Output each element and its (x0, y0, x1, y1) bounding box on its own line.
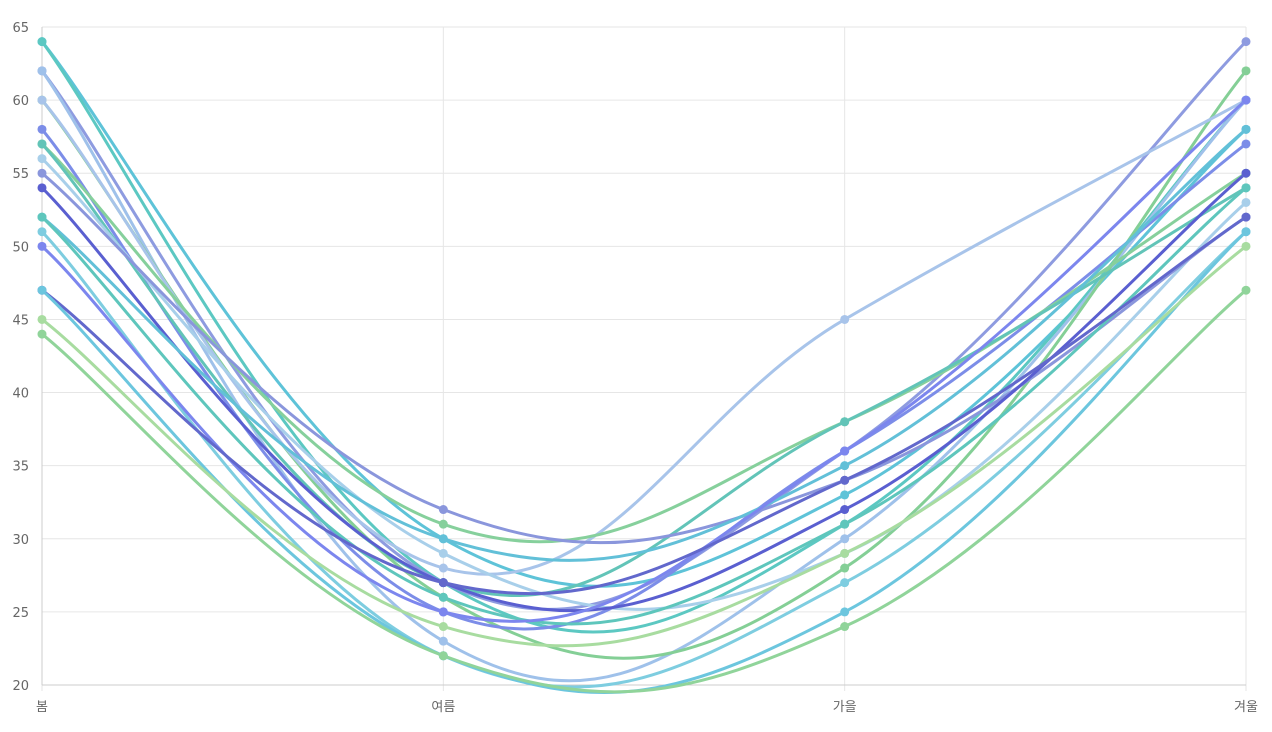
data-point[interactable] (438, 563, 448, 573)
series-line (40, 142, 1248, 597)
data-point[interactable] (840, 314, 850, 324)
data-point[interactable] (840, 490, 850, 500)
y-tick-label: 50 (12, 240, 29, 255)
data-point[interactable] (37, 168, 47, 178)
series-group (40, 40, 1248, 695)
data-point[interactable] (1241, 66, 1251, 76)
data-point[interactable] (37, 183, 47, 193)
data-point[interactable] (840, 548, 850, 558)
data-point[interactable] (438, 519, 448, 529)
series-line (40, 98, 1248, 576)
data-point[interactable] (840, 446, 850, 456)
data-point[interactable] (37, 285, 47, 295)
y-tick-label: 60 (12, 94, 29, 109)
x-tick-label: 겨울 (1234, 700, 1258, 715)
data-point[interactable] (438, 578, 448, 588)
points-group (37, 37, 1251, 661)
y-tick-label: 65 (12, 21, 29, 36)
data-point[interactable] (438, 548, 448, 558)
x-tick-label: 가을 (833, 700, 857, 715)
y-tick-label: 55 (12, 167, 29, 182)
axes (41, 27, 1246, 686)
data-point[interactable] (840, 563, 850, 573)
y-tick-label: 30 (12, 533, 29, 548)
data-point[interactable] (438, 651, 448, 661)
series-line (40, 186, 1248, 626)
data-point[interactable] (37, 212, 47, 222)
y-tick-label: 45 (12, 313, 29, 328)
x-tick-label: 봄 (36, 700, 48, 715)
series-line (40, 244, 1248, 648)
data-point[interactable] (1241, 37, 1251, 47)
data-point[interactable] (37, 95, 47, 105)
data-point[interactable] (840, 475, 850, 485)
data-point[interactable] (1241, 139, 1251, 149)
y-tick-label: 20 (12, 679, 29, 694)
data-point[interactable] (1241, 227, 1251, 237)
data-point[interactable] (438, 636, 448, 646)
data-point[interactable] (37, 329, 47, 339)
data-point[interactable] (37, 124, 47, 134)
data-point[interactable] (438, 592, 448, 602)
data-point[interactable] (37, 66, 47, 76)
data-point[interactable] (840, 607, 850, 617)
data-point[interactable] (37, 139, 47, 149)
y-tick-label: 40 (12, 387, 29, 402)
y-tick-label: 35 (12, 460, 29, 475)
data-point[interactable] (1241, 285, 1251, 295)
data-point[interactable] (1241, 197, 1251, 207)
series-line (40, 127, 1248, 562)
data-point[interactable] (840, 578, 850, 588)
series-line (40, 215, 1248, 596)
data-point[interactable] (1241, 183, 1251, 193)
series-line (40, 40, 1248, 634)
tick-labels: 20 25 30 35 40 45 50 55 60 65 봄 여름 가을 겨울 (12, 21, 1258, 715)
data-point[interactable] (840, 622, 850, 632)
series-line (40, 98, 1248, 623)
series-line (40, 171, 1248, 613)
data-point[interactable] (840, 417, 850, 427)
series-line (40, 171, 1248, 545)
series-line (40, 288, 1248, 694)
data-point[interactable] (438, 505, 448, 515)
data-point[interactable] (1241, 168, 1251, 178)
data-point[interactable] (1241, 124, 1251, 134)
data-point[interactable] (37, 241, 47, 251)
y-tick-label: 25 (12, 606, 29, 621)
data-point[interactable] (840, 534, 850, 544)
series-line (40, 157, 1248, 611)
data-point[interactable] (438, 622, 448, 632)
data-point[interactable] (37, 314, 47, 324)
data-point[interactable] (1241, 95, 1251, 105)
series-line (40, 142, 1248, 544)
data-point[interactable] (840, 461, 850, 471)
data-point[interactable] (438, 534, 448, 544)
data-point[interactable] (840, 519, 850, 529)
data-point[interactable] (840, 505, 850, 515)
data-point[interactable] (37, 227, 47, 237)
data-point[interactable] (37, 37, 47, 47)
data-point[interactable] (1241, 241, 1251, 251)
data-point[interactable] (1241, 212, 1251, 222)
data-point[interactable] (37, 154, 47, 164)
x-tick-label: 여름 (431, 700, 455, 715)
data-point[interactable] (438, 607, 448, 617)
series-line (40, 127, 1248, 631)
